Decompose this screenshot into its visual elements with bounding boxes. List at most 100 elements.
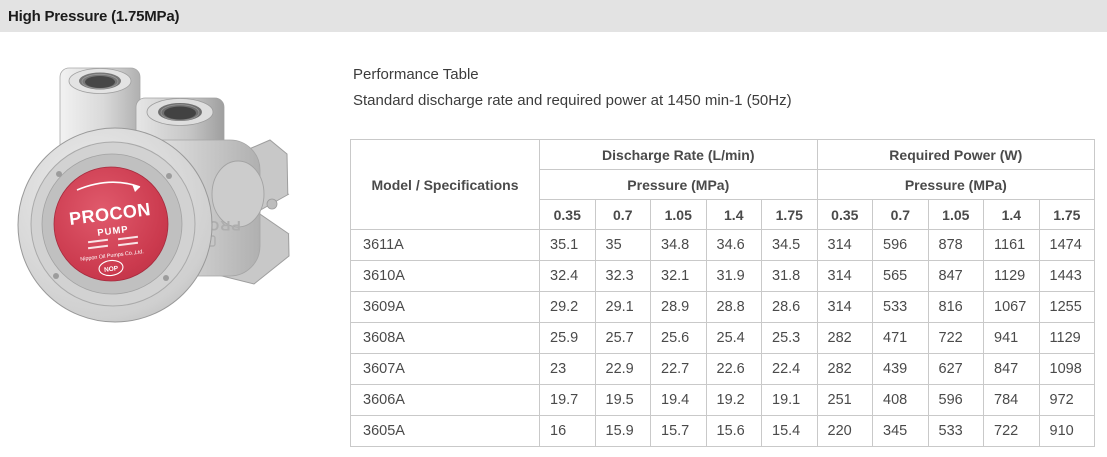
power-value-cell: 847 xyxy=(983,353,1040,385)
power-value-cell: 1067 xyxy=(983,291,1040,323)
model-cell: 3609A xyxy=(350,291,540,323)
pump-badge-text: NOP xyxy=(104,265,119,274)
power-value-cell: 596 xyxy=(927,384,985,416)
pressure-subheader-power: Pressure (MPa) xyxy=(816,169,1096,200)
model-cell: 3606A xyxy=(350,384,540,416)
discharge-value-cell: 31.8 xyxy=(761,260,818,292)
discharge-value-cell: 28.8 xyxy=(705,291,762,323)
power-value-cell: 847 xyxy=(927,260,985,292)
discharge-value-cell: 35.1 xyxy=(539,229,596,261)
discharge-value-cell: 15.6 xyxy=(705,415,762,447)
table-header-row-pressure: Pressure (MPa) Pressure (MPa) xyxy=(351,169,1096,200)
power-value-cell: 565 xyxy=(872,260,929,292)
table-subcaption: Standard discharge rate and required pow… xyxy=(353,92,792,109)
power-group-header: Required Power (W) xyxy=(816,139,1096,170)
power-value-cell: 722 xyxy=(983,415,1040,447)
power-value-cell: 282 xyxy=(816,322,874,354)
power-value-cell: 314 xyxy=(816,291,874,323)
discharge-value-cell: 25.6 xyxy=(650,322,707,354)
table-header-row-values: 0.35 0.7 1.05 1.4 1.75 0.35 0.7 1.05 1.4 1.75 xyxy=(351,199,1096,230)
discharge-value-cell: 34.8 xyxy=(650,229,707,261)
discharge-value-cell: 25.4 xyxy=(705,322,762,354)
pump-label: PROCON PUMP Nippon Oil Pumps Co.,Ltd. NO… xyxy=(53,166,169,282)
discharge-value-cell: 34.5 xyxy=(761,229,818,261)
power-value-cell: 596 xyxy=(872,229,929,261)
power-value-cell: 1161 xyxy=(983,229,1040,261)
pump-front-head: PROCON PUMP Nippon Oil Pumps Co.,Ltd. NO… xyxy=(17,127,213,323)
model-column-header: Model / Specifications xyxy=(350,139,540,230)
power-value-cell: 816 xyxy=(927,291,985,323)
table-row: 3605A 16 15.9 15.7 15.6 15.4 220 345 533 722 910 xyxy=(350,415,1096,447)
discharge-value-cell: 28.9 xyxy=(650,291,707,323)
discharge-value-cell: 22.4 xyxy=(761,353,818,385)
table-row: 3608A 25.9 25.7 25.6 25.4 25.3 282 471 722 941 112… xyxy=(350,322,1096,354)
table-intro: Performance Table Standard discharge rat… xyxy=(353,66,792,110)
power-value-cell: 282 xyxy=(816,353,874,385)
pressure-value-header: 0.35 xyxy=(539,199,596,230)
discharge-value-cell: 22.7 xyxy=(650,353,707,385)
discharge-value-cell: 28.6 xyxy=(761,291,818,323)
table-row: 3607A 23 22.9 22.7 22.6 22.4 282 439 627 847 1098 xyxy=(350,353,1096,385)
power-value-cell: 722 xyxy=(927,322,985,354)
pressure-value-header: 1.75 xyxy=(761,199,818,230)
model-cell: 3610A xyxy=(350,260,540,292)
power-value-cell: 471 xyxy=(872,322,929,354)
discharge-value-cell: 32.1 xyxy=(650,260,707,292)
discharge-value-cell: 31.9 xyxy=(705,260,762,292)
power-value-cell: 314 xyxy=(816,229,874,261)
discharge-value-cell: 19.1 xyxy=(761,384,818,416)
pump-illustration: PROCON PROCON PUMP xyxy=(17,67,290,323)
discharge-value-cell: 19.4 xyxy=(650,384,707,416)
discharge-value-cell: 19.2 xyxy=(705,384,762,416)
discharge-value-cell: 34.6 xyxy=(705,229,762,261)
power-value-cell: 251 xyxy=(816,384,874,416)
discharge-value-cell: 25.7 xyxy=(594,322,651,354)
discharge-value-cell: 19.5 xyxy=(594,384,651,416)
pump-brand-sub-text: PUMP xyxy=(97,224,130,239)
performance-table: Model / Specifications Discharge Rate (L… xyxy=(350,139,1096,447)
discharge-value-cell: 23 xyxy=(539,353,596,385)
pressure-value-header: 0.7 xyxy=(872,199,929,230)
power-value-cell: 439 xyxy=(872,353,929,385)
power-value-cell: 408 xyxy=(872,384,929,416)
power-value-cell: 533 xyxy=(927,415,985,447)
power-value-cell: 941 xyxy=(983,322,1040,354)
pump-product-image: PROCON PROCON PUMP xyxy=(14,44,310,328)
power-value-cell: 972 xyxy=(1038,384,1096,416)
table-row: 3610A 32.4 32.3 32.1 31.9 31.8 314 565 847 1129 14… xyxy=(350,260,1096,292)
model-cell: 3608A xyxy=(350,322,540,354)
power-value-cell: 878 xyxy=(927,229,985,261)
power-value-cell: 1129 xyxy=(983,260,1040,292)
pressure-value-header: 1.4 xyxy=(983,199,1040,230)
discharge-value-cell: 22.6 xyxy=(705,353,762,385)
power-value-cell: 1129 xyxy=(1038,322,1096,354)
discharge-value-cell: 15.9 xyxy=(594,415,651,447)
discharge-value-cell: 29.1 xyxy=(594,291,651,323)
pressure-value-header: 1.05 xyxy=(650,199,707,230)
discharge-value-cell: 22.9 xyxy=(594,353,651,385)
power-value-cell: 1443 xyxy=(1038,260,1096,292)
model-cell: 3605A xyxy=(350,415,540,447)
page-title: High Pressure (1.75MPa) xyxy=(8,7,180,25)
table-row: 3609A 29.2 29.1 28.9 28.8 28.6 314 533 816 1067 12… xyxy=(350,291,1096,323)
pressure-value-header: 1.05 xyxy=(927,199,985,230)
power-value-cell: 533 xyxy=(872,291,929,323)
discharge-value-cell: 15.4 xyxy=(761,415,818,447)
discharge-group-header: Discharge Rate (L/min) xyxy=(539,139,818,170)
table-row: 3611A 35.1 35 34.8 34.6 34.5 314 596 878 1161 1474 xyxy=(350,229,1096,261)
discharge-value-cell: 32.3 xyxy=(594,260,651,292)
table-caption: Performance Table xyxy=(353,66,479,83)
discharge-value-cell: 32.4 xyxy=(539,260,596,292)
section-header-bar: High Pressure (1.75MPa) xyxy=(0,0,1107,32)
model-cell: 3607A xyxy=(350,353,540,385)
discharge-value-cell: 25.3 xyxy=(761,322,818,354)
power-value-cell: 627 xyxy=(927,353,985,385)
power-value-cell: 784 xyxy=(983,384,1040,416)
power-value-cell: 345 xyxy=(872,415,929,447)
pressure-value-header: 0.35 xyxy=(816,199,874,230)
power-value-cell: 910 xyxy=(1038,415,1096,447)
pressure-value-header: 1.4 xyxy=(705,199,762,230)
discharge-value-cell: 16 xyxy=(539,415,596,447)
discharge-value-cell: 25.9 xyxy=(539,322,596,354)
